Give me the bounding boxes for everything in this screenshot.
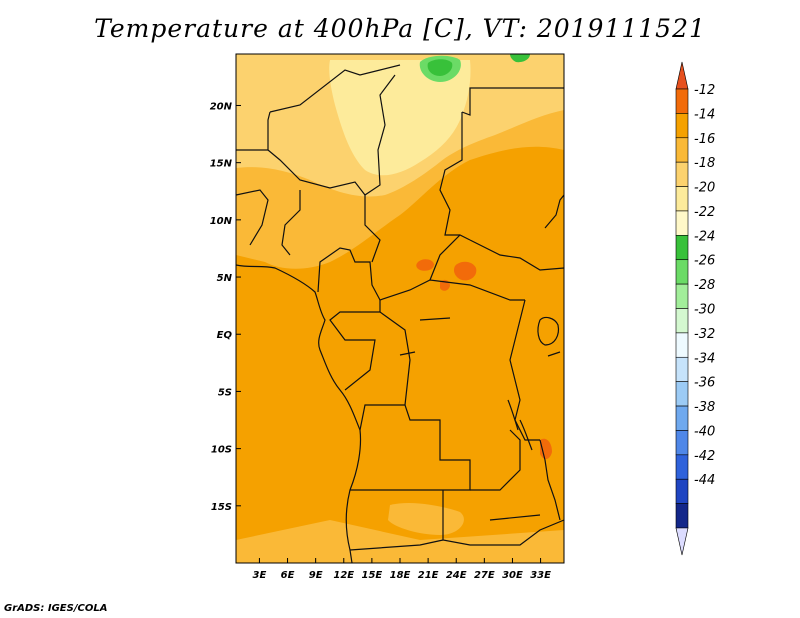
colorbar-label: -20 [694,181,715,196]
colorbar-bin [675,161,689,187]
lat-tick-label: 5S [218,387,232,398]
latitude-axis: 20N 15N 10N 5N EQ 5S 10S 15S [210,101,241,513]
lat-tick-label: 15S [211,502,232,513]
colorbar-bin [675,332,689,358]
colorbar-label: -12 [694,83,715,98]
lat-tick-label: 15N [210,159,233,170]
colorbar-bin [675,381,689,407]
colorbar-label: -42 [694,449,715,464]
lon-tick-label: 21E [418,570,439,581]
lat-tick-label: 20N [210,101,233,112]
field-region-light-south [388,502,464,535]
colorbar-bin [675,454,689,480]
field-region-warm-1 [453,261,477,281]
lon-tick-label: 30E [502,570,523,581]
colorbar-label: -18 [694,156,715,171]
colorbar-bin [675,186,689,212]
colorbar-label: -32 [694,327,715,342]
lat-tick-label: 5N [217,273,233,284]
colorbar-label: -24 [694,229,715,244]
colorbar-bottom-arrow [675,527,689,556]
colorbar-top-arrow [675,61,689,90]
colorbar-label: -28 [694,278,715,293]
colorbar-bin [675,405,689,431]
field-region-dark-green [427,59,453,76]
colorbar-bin [675,503,689,529]
temperature-field [236,54,564,563]
lon-tick-label: 24E [446,570,467,581]
coastline-borders [236,64,564,563]
colorbar-label: -26 [694,254,715,269]
colorbar-label: -34 [694,351,715,366]
grads-credit: GrADS: IGES/COLA [4,603,108,614]
colorbar: -12 -14 -16 -18 -20 -22 -24 -26 -28 -30 -32 -34 -36 -… [675,61,715,556]
lon-tick-label: 9E [309,570,323,581]
field-region-warm-2 [416,259,434,271]
lon-tick-label: 6E [281,570,295,581]
field-region-light-bottom [236,520,564,563]
field-region-pale-yellow [329,60,471,176]
colorbar-bin [675,259,689,285]
lon-tick-label: 15E [362,570,383,581]
colorbar-bin [675,478,689,504]
colorbar-bin [675,356,689,382]
colorbar-bin [675,235,689,261]
lat-tick-label: EQ [217,330,233,341]
colorbar-label: -22 [694,205,715,220]
longitude-axis: 3E 6E 9E 12E 15E 18E 21E 24E 27E 30E 33E [253,558,551,581]
colorbar-label: -40 [694,424,715,439]
colorbar-bin [675,430,689,456]
colorbar-bin [675,113,689,139]
lon-tick-label: 12E [333,570,354,581]
colorbar-label: -16 [694,132,715,147]
colorbar-label: -30 [694,303,715,318]
colorbar-bin [675,210,689,236]
map-title: Temperature at 400hPa [C], VT: 201911152… [94,14,706,43]
colorbar-label: -14 [694,107,715,122]
colorbar-label: -36 [694,376,715,391]
lat-tick-label: 10N [210,216,233,227]
lake-victoria [537,316,560,346]
lon-tick-label: 27E [474,570,495,581]
lon-tick-label: 18E [390,570,411,581]
colorbar-label: -38 [694,400,715,415]
colorbar-bin [675,308,689,334]
lon-tick-label: 33E [530,570,551,581]
lat-tick-label: 10S [211,445,232,456]
colorbar-bin [675,137,689,163]
field-region-green-east [510,54,530,63]
lon-tick-label: 3E [253,570,267,581]
colorbar-bin [675,88,689,114]
west-coastline [236,264,362,563]
colorbar-label: -44 [694,473,715,488]
colorbar-bin [675,283,689,309]
